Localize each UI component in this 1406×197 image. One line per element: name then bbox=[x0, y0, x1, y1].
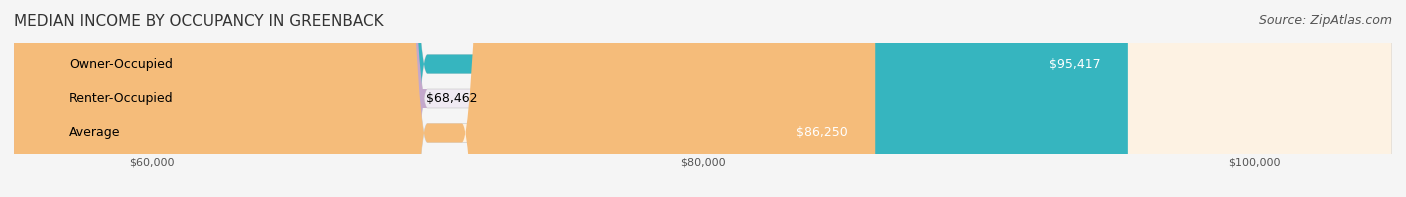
FancyBboxPatch shape bbox=[14, 0, 875, 197]
Text: Source: ZipAtlas.com: Source: ZipAtlas.com bbox=[1258, 14, 1392, 27]
FancyBboxPatch shape bbox=[14, 0, 1392, 197]
Text: Owner-Occupied: Owner-Occupied bbox=[69, 58, 173, 71]
FancyBboxPatch shape bbox=[0, 0, 427, 197]
FancyBboxPatch shape bbox=[14, 0, 1392, 197]
FancyBboxPatch shape bbox=[14, 0, 1392, 197]
FancyBboxPatch shape bbox=[14, 0, 1128, 197]
Text: $95,417: $95,417 bbox=[1049, 58, 1101, 71]
Text: Average: Average bbox=[69, 126, 121, 139]
Text: MEDIAN INCOME BY OCCUPANCY IN GREENBACK: MEDIAN INCOME BY OCCUPANCY IN GREENBACK bbox=[14, 14, 384, 29]
Text: $68,462: $68,462 bbox=[426, 92, 478, 105]
Text: Renter-Occupied: Renter-Occupied bbox=[69, 92, 174, 105]
Text: $86,250: $86,250 bbox=[796, 126, 848, 139]
